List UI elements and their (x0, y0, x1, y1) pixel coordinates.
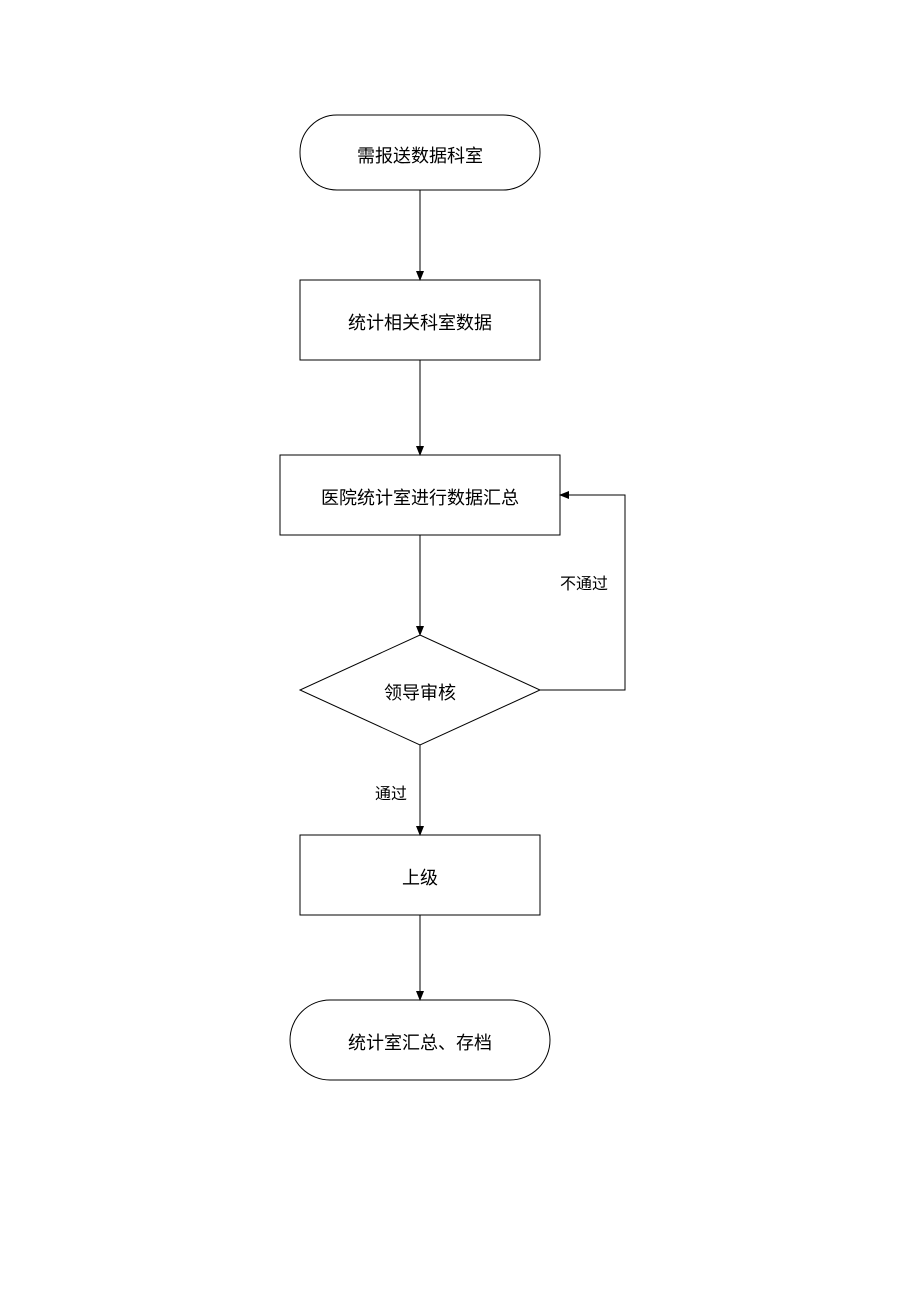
node-label-n1: 需报送数据科室 (300, 142, 540, 168)
node-label-n4: 领导审核 (300, 679, 540, 705)
node-label-n3: 医院统计室进行数据汇总 (280, 484, 560, 510)
flowchart-svg (0, 0, 920, 1301)
node-label-n6: 统计室汇总、存档 (290, 1029, 550, 1055)
node-label-n2: 统计相关科室数据 (300, 309, 540, 335)
edge-label-n4-n5: 通过 (375, 780, 407, 804)
node-label-n5: 上级 (300, 864, 540, 890)
edge-label-n4-n3: 不通过 (560, 570, 608, 594)
